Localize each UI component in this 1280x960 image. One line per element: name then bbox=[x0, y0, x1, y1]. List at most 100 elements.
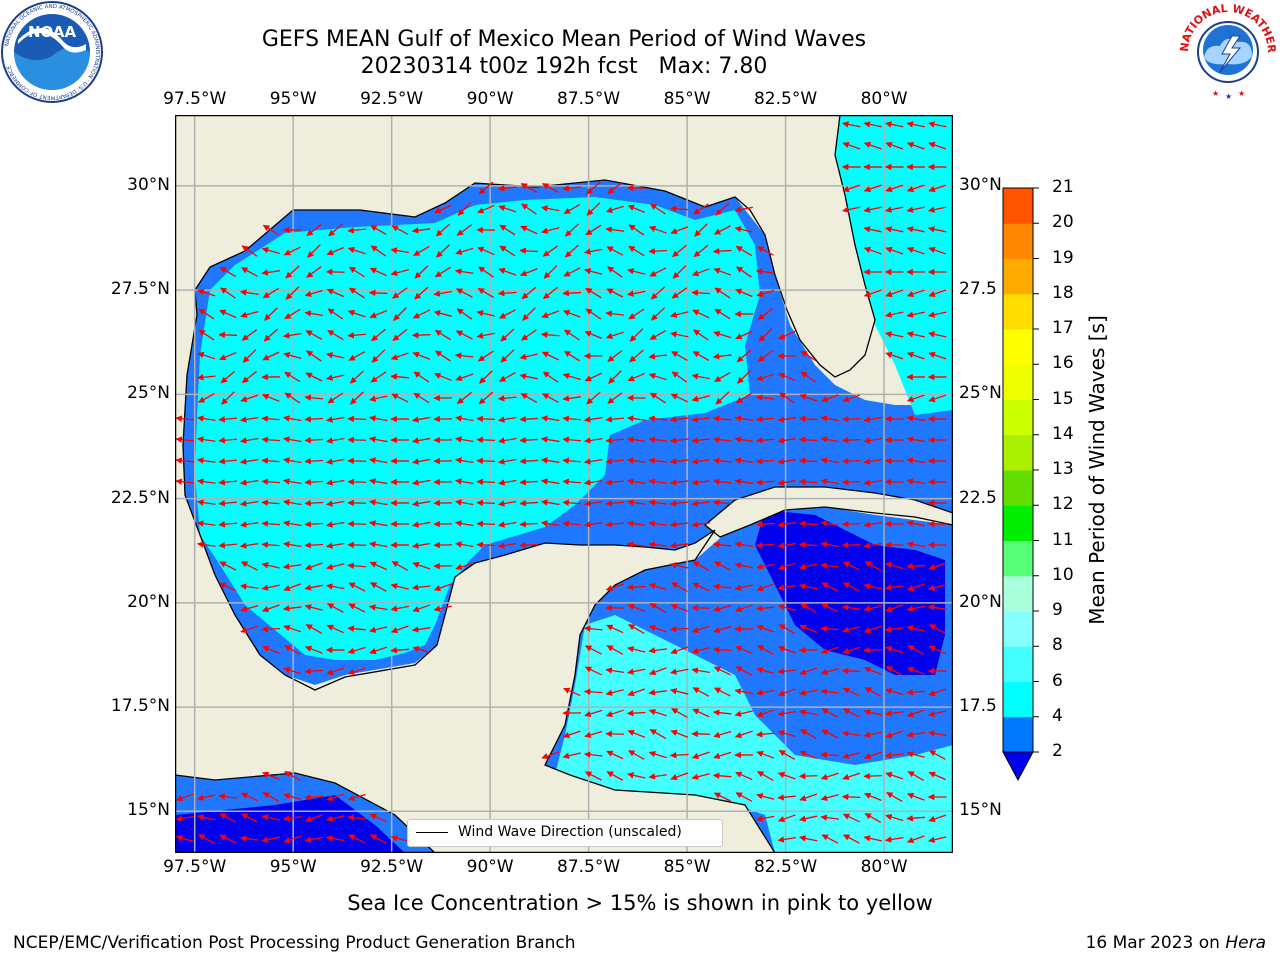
x-tick-label-bottom: 95°W bbox=[269, 857, 317, 877]
wave-direction-arrow bbox=[714, 287, 731, 299]
wave-direction-arrow bbox=[928, 771, 946, 781]
wave-direction-arrow bbox=[648, 372, 667, 381]
wave-direction-arrow bbox=[239, 835, 259, 842]
wave-direction-arrow bbox=[307, 244, 321, 258]
wave-direction-arrow bbox=[393, 307, 407, 321]
wave-direction-arrow bbox=[454, 268, 474, 275]
wave-direction-arrow bbox=[606, 771, 624, 781]
wave-direction-arrow bbox=[411, 479, 431, 486]
wave-direction-arrow bbox=[583, 521, 603, 528]
wave-direction-arrow bbox=[325, 500, 345, 507]
wave-direction-arrow bbox=[261, 415, 281, 423]
wave-direction-arrow bbox=[304, 520, 324, 528]
wave-direction-arrow bbox=[777, 710, 796, 717]
wave-direction-arrow bbox=[713, 751, 732, 760]
wave-direction-arrow bbox=[755, 521, 775, 528]
wave-direction-arrow bbox=[285, 265, 300, 279]
x-tick-label-top: 82.5°W bbox=[753, 89, 818, 109]
wave-direction-arrow bbox=[627, 646, 646, 653]
wave-direction-arrow bbox=[712, 436, 732, 443]
wave-direction-arrow bbox=[220, 370, 236, 384]
wave-direction-arrow bbox=[863, 226, 882, 233]
colorbar-under-extension bbox=[1002, 751, 1034, 782]
wave-direction-arrow bbox=[799, 563, 818, 570]
wave-direction-arrow bbox=[477, 350, 494, 362]
wave-direction-arrow bbox=[605, 709, 624, 718]
wave-direction-arrow bbox=[261, 499, 281, 507]
wave-direction-arrow bbox=[691, 625, 710, 634]
wave-direction-arrow bbox=[777, 458, 796, 465]
wave-direction-arrow bbox=[884, 626, 904, 633]
wave-direction-arrow bbox=[928, 394, 947, 403]
wave-direction-arrow bbox=[734, 226, 753, 233]
wave-direction-arrow bbox=[712, 583, 732, 590]
wave-direction-arrow bbox=[261, 836, 280, 843]
wave-direction-arrow bbox=[757, 770, 774, 782]
wave-direction-arrow bbox=[820, 814, 840, 821]
wave-direction-arrow bbox=[928, 584, 947, 591]
wave-direction-arrow bbox=[519, 353, 538, 360]
wave-direction-arrow bbox=[670, 688, 689, 695]
wave-direction-arrow bbox=[304, 436, 324, 444]
wave-direction-arrow bbox=[885, 121, 904, 128]
wave-direction-arrow bbox=[648, 499, 668, 506]
wave-direction-arrow bbox=[583, 248, 603, 255]
wave-direction-arrow bbox=[669, 751, 689, 759]
wave-direction-arrow bbox=[370, 245, 387, 257]
wave-direction-arrow bbox=[454, 457, 474, 464]
wave-direction-arrow bbox=[304, 499, 324, 507]
wave-direction-arrow bbox=[863, 646, 883, 654]
wave-direction-arrow bbox=[219, 561, 237, 571]
wave-direction-arrow bbox=[798, 436, 818, 444]
wave-direction-arrow bbox=[455, 247, 474, 256]
wave-direction-arrow bbox=[239, 542, 259, 549]
wave-direction-arrow bbox=[713, 687, 731, 697]
wave-direction-arrow bbox=[820, 625, 840, 633]
wave-direction-arrow bbox=[648, 247, 668, 255]
wave-direction-arrow bbox=[605, 583, 624, 592]
wave-direction-arrow bbox=[348, 351, 366, 361]
wave-direction-arrow bbox=[196, 499, 216, 506]
wave-direction-arrow bbox=[263, 328, 279, 342]
sea-ice-footnote: Sea Ice Concentration > 15% is shown in … bbox=[347, 891, 933, 915]
wave-direction-arrow bbox=[626, 520, 646, 527]
wave-direction-arrow bbox=[261, 457, 281, 465]
wave-direction-arrow bbox=[304, 310, 323, 317]
wave-direction-arrow bbox=[261, 604, 280, 613]
wave-direction-arrow bbox=[626, 457, 646, 464]
wave-direction-arrow bbox=[562, 752, 581, 759]
wave-direction-arrow bbox=[369, 267, 387, 277]
wave-direction-arrow bbox=[928, 226, 947, 233]
wave-direction-arrow bbox=[304, 645, 323, 654]
wave-direction-arrow bbox=[282, 332, 302, 339]
wave-direction-arrow bbox=[820, 415, 839, 422]
wave-direction-arrow bbox=[175, 834, 194, 843]
wave-direction-arrow bbox=[799, 624, 818, 634]
wave-direction-arrow bbox=[562, 457, 582, 464]
wave-direction-arrow bbox=[648, 689, 668, 696]
wave-direction-arrow bbox=[240, 310, 259, 318]
wave-direction-arrow bbox=[347, 457, 367, 465]
wave-direction-arrow bbox=[347, 814, 367, 821]
wave-direction-arrow bbox=[605, 331, 624, 340]
legend-line-sample bbox=[416, 832, 448, 833]
wave-direction-arrow bbox=[585, 224, 602, 236]
wave-direction-arrow bbox=[713, 792, 731, 802]
wave-direction-arrow bbox=[368, 499, 388, 506]
wave-direction-arrow bbox=[777, 814, 796, 823]
wave-direction-arrow bbox=[563, 203, 581, 215]
wave-direction-arrow bbox=[605, 479, 625, 486]
wave-direction-arrow bbox=[284, 371, 301, 383]
wave-direction-arrow bbox=[928, 141, 947, 150]
colorbar-tick-label: 4 bbox=[1052, 705, 1063, 726]
wave-direction-arrow bbox=[583, 479, 603, 486]
wave-direction-arrow bbox=[712, 646, 732, 654]
wave-direction-arrow bbox=[476, 457, 496, 465]
wave-direction-arrow bbox=[626, 541, 646, 548]
wave-direction-arrow bbox=[885, 604, 904, 613]
wave-direction-arrow bbox=[713, 561, 731, 571]
wave-direction-arrow bbox=[863, 772, 883, 780]
wave-direction-arrow bbox=[454, 352, 474, 359]
wave-direction-arrow bbox=[820, 688, 840, 695]
wave-direction-arrow bbox=[648, 436, 668, 443]
